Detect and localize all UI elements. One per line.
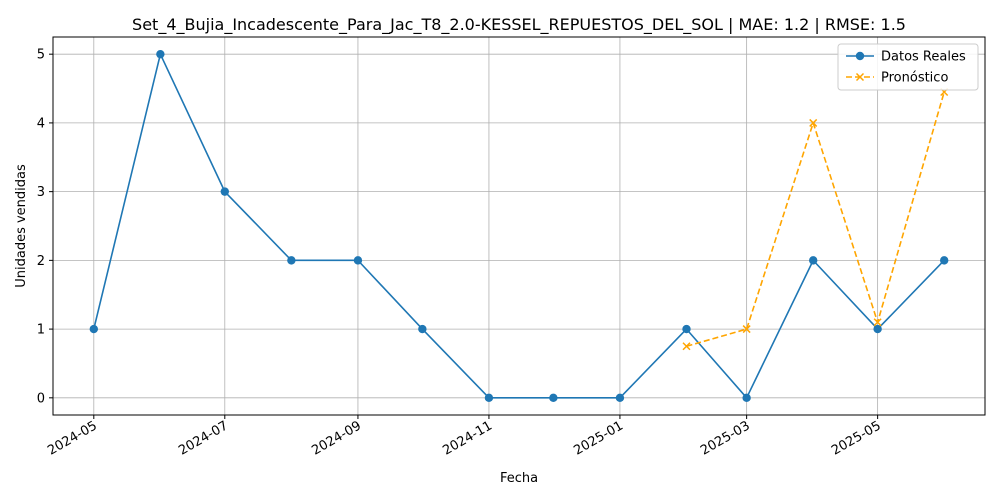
series-line (686, 91, 945, 348)
data-point (873, 324, 882, 334)
data-point (809, 256, 818, 265)
data-point (156, 49, 165, 59)
y-tick-label: 5 (37, 48, 45, 63)
data-point (418, 324, 427, 334)
y-axis-label: Unidades vendidas (14, 164, 29, 288)
legend-item: Pronóstico (846, 71, 948, 86)
y-tick-label: 2 (37, 254, 45, 269)
legend-label: Pronóstico (881, 71, 948, 86)
series-forecast (682, 87, 949, 351)
data-point (873, 318, 882, 327)
x-tick-label: 2025-05 (829, 418, 884, 458)
series-layer (89, 49, 949, 403)
series-actual (89, 49, 949, 403)
x-tick-label: 2024-09 (309, 418, 364, 458)
x-tick-label: 2024-05 (45, 418, 100, 458)
legend-marker (855, 72, 865, 82)
data-point (484, 393, 494, 403)
data-point (615, 393, 625, 403)
data-point (742, 393, 751, 403)
x-tick-label: 2024-11 (440, 418, 495, 458)
y-tick-label: 1 (37, 323, 45, 338)
chart-title: Set_4_Bujia_Incadescente_Para_Jac_T8_2.0… (132, 15, 906, 35)
data-point (287, 256, 296, 265)
legend-label: Datos Reales (881, 50, 966, 65)
data-point (809, 118, 818, 127)
y-tick-label: 3 (37, 185, 45, 200)
plot-frame (52, 36, 986, 416)
legend: Datos Reales Pronóstico (837, 43, 979, 91)
y-axis-ticks: 0 1 2 3 4 5 (37, 48, 53, 406)
data-point (682, 342, 691, 351)
x-axis-ticks: 2024-05 2024-07 2024-09 2024-11 2025-01 2025-… (45, 415, 884, 459)
legend-item: Datos Reales (846, 50, 966, 65)
data-point (682, 324, 691, 334)
x-tick-label: 2025-03 (698, 418, 753, 458)
grid (53, 37, 985, 415)
x-axis-label: Fecha (500, 471, 538, 486)
data-point (353, 256, 363, 265)
legend-marker (855, 51, 865, 61)
series-line (93, 53, 945, 399)
data-point (89, 324, 99, 334)
y-tick-label: 0 (37, 391, 45, 406)
x-tick-label: 2025-01 (571, 418, 626, 458)
data-point (939, 256, 949, 265)
data-point (220, 187, 229, 196)
data-point (742, 325, 751, 334)
y-tick-label: 4 (37, 116, 45, 131)
data-point (549, 393, 558, 403)
x-tick-label: 2024-07 (176, 418, 231, 458)
